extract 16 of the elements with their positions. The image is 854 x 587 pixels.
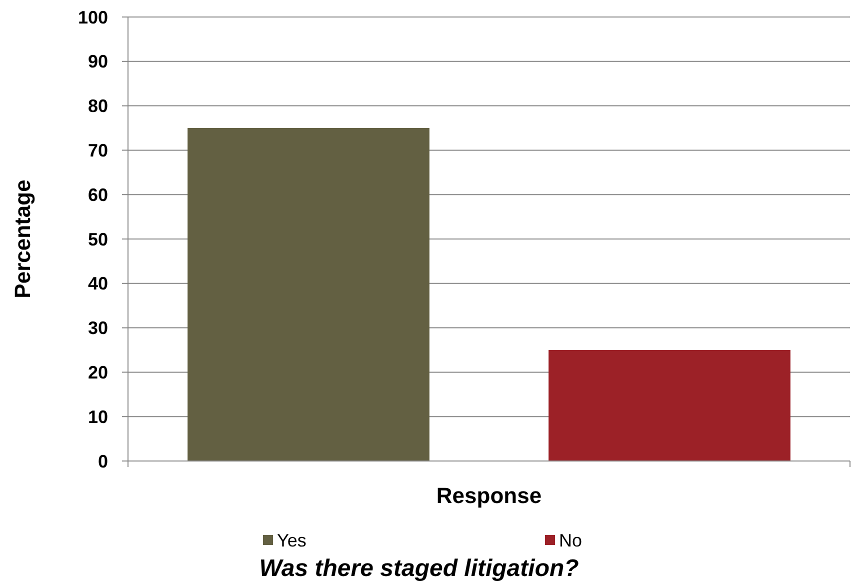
y-tick-label: 80 — [88, 96, 108, 116]
y-tick-label: 70 — [88, 140, 108, 160]
y-tick-label: 0 — [98, 451, 108, 472]
y-tick-label: 50 — [88, 229, 108, 250]
y-tick-label: 60 — [88, 184, 108, 205]
y-axis-title: Percentage — [10, 180, 35, 298]
y-tick-label: 30 — [88, 318, 108, 338]
y-tick-label: 100 — [78, 7, 108, 28]
y-tick-label: 20 — [88, 362, 108, 382]
text: Was there staged litigation? — [259, 555, 580, 582]
legend-label: No — [559, 530, 582, 550]
legend-label: Yes — [277, 530, 306, 550]
y-tick-label: 90 — [88, 52, 108, 72]
y-tick-label: 10 — [88, 406, 108, 427]
y-tick-label: 40 — [88, 274, 108, 294]
x-axis-title: Response — [436, 483, 542, 508]
